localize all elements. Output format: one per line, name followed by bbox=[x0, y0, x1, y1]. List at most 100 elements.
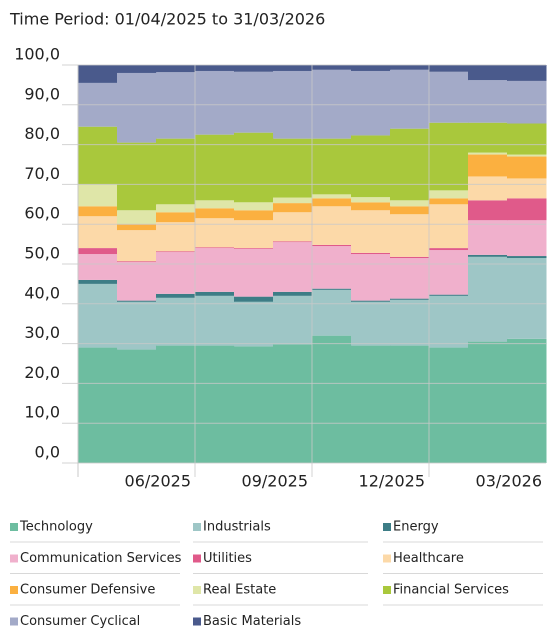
y-tick-label: 20,0 bbox=[24, 363, 60, 382]
area-segment bbox=[429, 204, 469, 249]
legend-label: Real Estate bbox=[203, 583, 276, 598]
legend-label: Healthcare bbox=[393, 551, 464, 566]
area-segment bbox=[78, 216, 118, 249]
area-segment bbox=[156, 65, 196, 73]
area-segment bbox=[390, 258, 430, 299]
area-segment bbox=[390, 65, 430, 70]
legend-swatch bbox=[383, 586, 391, 594]
area-segment bbox=[273, 197, 313, 204]
legend-label: Energy bbox=[393, 520, 439, 535]
area-segment bbox=[234, 65, 274, 72]
y-tick-label: 70,0 bbox=[24, 164, 60, 183]
legend-swatch bbox=[383, 554, 391, 563]
area-segment bbox=[351, 252, 391, 255]
area-segment bbox=[312, 289, 352, 336]
area-segment bbox=[468, 220, 508, 255]
x-tick-label: 09/2025 bbox=[242, 472, 308, 491]
area-segment bbox=[468, 154, 508, 177]
area-segment bbox=[507, 154, 547, 157]
area-segment bbox=[195, 247, 235, 249]
area-segment bbox=[468, 200, 508, 221]
y-tick-label: 40,0 bbox=[24, 283, 60, 302]
area-segment bbox=[468, 152, 508, 155]
x-tick-label: 12/2025 bbox=[359, 472, 425, 491]
area-segment bbox=[351, 135, 391, 198]
y-tick-label: 100,0 bbox=[14, 45, 60, 64]
area-segment bbox=[429, 295, 469, 348]
area-segment bbox=[234, 71, 274, 133]
area-segment bbox=[117, 261, 157, 263]
y-tick-label: 80,0 bbox=[24, 124, 60, 143]
area-segment bbox=[78, 184, 118, 207]
area-segment bbox=[273, 241, 313, 243]
area-segment bbox=[429, 122, 469, 191]
legend-label: Communication Services bbox=[20, 551, 182, 566]
area-segment bbox=[234, 248, 274, 297]
area-segment bbox=[78, 283, 118, 348]
area-segment bbox=[312, 246, 352, 289]
area-segment bbox=[351, 254, 391, 301]
area-segment bbox=[117, 349, 157, 463]
legend-label: Utilities bbox=[203, 551, 252, 566]
area-segment bbox=[273, 138, 313, 198]
legend-swatch bbox=[10, 617, 18, 626]
area-segment bbox=[429, 198, 469, 205]
area-segment bbox=[117, 301, 157, 350]
area-segment bbox=[156, 293, 196, 298]
chart-title: Time Period: 01/04/2025 to 31/03/2026 bbox=[9, 10, 325, 29]
area-segment bbox=[156, 297, 196, 346]
area-segment bbox=[351, 197, 391, 203]
area-segment bbox=[156, 222, 196, 252]
area-segment bbox=[156, 72, 196, 139]
area-segment bbox=[273, 242, 313, 292]
area-segment bbox=[273, 295, 313, 345]
area-segment bbox=[507, 123, 547, 155]
area-segment bbox=[195, 291, 235, 296]
area-segment bbox=[390, 298, 430, 300]
area-segment bbox=[117, 65, 157, 73]
area-segment bbox=[195, 134, 235, 201]
x-tick-label: 03/2026 bbox=[476, 472, 542, 491]
area-segment bbox=[117, 300, 157, 302]
area-segment bbox=[195, 248, 235, 292]
area-segment bbox=[312, 244, 352, 247]
area-segment bbox=[507, 80, 547, 124]
legend-swatch bbox=[10, 554, 18, 563]
area-segment bbox=[351, 65, 391, 71]
area-segment bbox=[468, 254, 508, 257]
area-segment bbox=[351, 202, 391, 211]
area-segment bbox=[390, 128, 430, 201]
legend-swatch bbox=[193, 523, 201, 531]
area-segment bbox=[234, 132, 274, 203]
y-tick-label: 90,0 bbox=[24, 84, 60, 103]
area-segment bbox=[156, 138, 196, 205]
area-segment bbox=[390, 345, 430, 463]
area-segment bbox=[468, 176, 508, 201]
area-segment bbox=[351, 210, 391, 253]
area-segment bbox=[429, 294, 469, 296]
y-tick-label: 50,0 bbox=[24, 244, 60, 263]
y-tick-label: 10,0 bbox=[24, 403, 60, 422]
area-segment bbox=[312, 335, 352, 463]
area-segment bbox=[195, 208, 235, 219]
area-segment bbox=[234, 301, 274, 347]
area-segment bbox=[78, 279, 118, 284]
area-segment bbox=[273, 344, 313, 463]
area-segment bbox=[429, 65, 469, 72]
area-segment bbox=[312, 198, 352, 207]
area-segment bbox=[351, 300, 391, 302]
area-segment bbox=[156, 251, 196, 253]
area-segment bbox=[312, 194, 352, 199]
area-segment bbox=[156, 252, 196, 294]
area-segment bbox=[507, 156, 547, 179]
area-segment bbox=[234, 210, 274, 221]
area-segment bbox=[507, 220, 547, 257]
area-segment bbox=[273, 203, 313, 213]
area-segment bbox=[78, 65, 118, 83]
area-segment bbox=[468, 122, 508, 153]
legend-label: Consumer Defensive bbox=[20, 583, 155, 598]
area-segment bbox=[312, 65, 352, 70]
area-segment bbox=[429, 347, 469, 463]
area-segment bbox=[507, 178, 547, 199]
